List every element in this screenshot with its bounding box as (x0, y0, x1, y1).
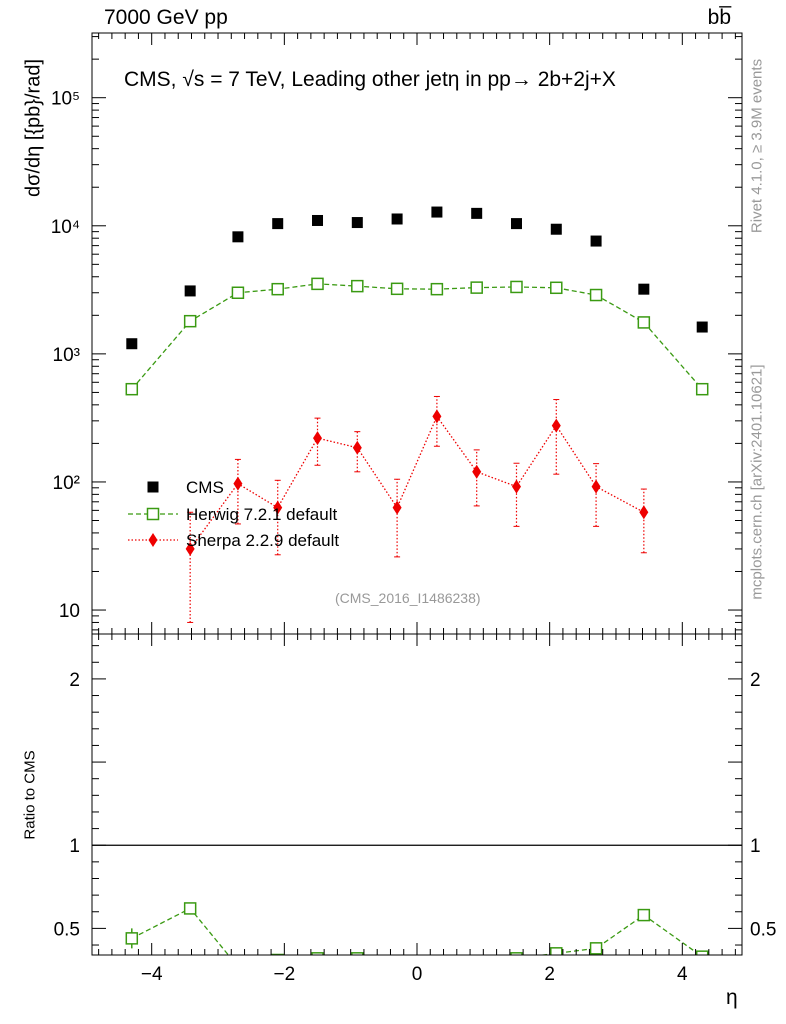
herwig-point (430, 282, 444, 296)
cms-point (126, 338, 138, 350)
cms-point (431, 206, 443, 218)
herwig-point (510, 280, 523, 294)
ratio-y-tick-label-right: 0.5 (750, 919, 776, 940)
legend-herwig-marker (146, 507, 160, 521)
cms-point (471, 207, 483, 219)
ratio-herwig-point (637, 908, 651, 922)
ratio-herwig-point (311, 952, 324, 955)
main-title: CMS, √s = 7 TeV, Leading other jetη in p… (124, 68, 616, 91)
legend-label: CMS (186, 478, 224, 497)
x-axis-label: η (726, 986, 738, 1009)
y-tick-label: 10 (59, 601, 80, 622)
sherpa-point (233, 476, 243, 491)
analysis-tag: (CMS_2016_I1486238) (335, 590, 481, 606)
ratio-herwig-point (183, 902, 197, 915)
ratio-herwig-point (695, 950, 709, 955)
cms-point (510, 218, 522, 230)
herwig-point (125, 382, 139, 396)
y-tick-label: 10³ (53, 345, 80, 366)
y-tick-label: 10² (53, 473, 80, 494)
herwig-point (390, 282, 404, 296)
ratio-herwig-point (351, 952, 364, 955)
sherpa-point (185, 541, 195, 556)
sherpa-line (189, 415, 645, 550)
ratio-herwig-point (589, 942, 603, 955)
sherpa-point (511, 479, 521, 494)
ratio-y-label: Ratio to CMS (21, 750, 39, 840)
rivet-label: Rivet 4.1.0, ≥ 3.9M events (748, 58, 766, 234)
ratio-herwig-point (550, 947, 563, 955)
legend-sherpa-marker (148, 533, 158, 547)
sherpa-point (273, 500, 283, 515)
herwig-point (470, 281, 483, 294)
sherpa-point (432, 409, 442, 424)
herwig-point (637, 316, 651, 329)
cms-point (232, 231, 244, 243)
x-tick-label: −4 (141, 964, 163, 985)
header-left: 7000 GeV pp (104, 6, 228, 29)
x-tick-label: 2 (544, 964, 555, 985)
sherpa-point (392, 500, 402, 515)
ratio-herwig-point (431, 964, 442, 975)
mcplots-label: mcplots.cern.ch [arXiv:2401.10621] (748, 364, 766, 600)
herwig-point (271, 282, 284, 296)
herwig-point (550, 281, 563, 295)
ratio-y-tick-label: 2 (69, 670, 80, 691)
y-tick-label: 10⁴ (51, 217, 80, 238)
ratio-y-tick-label-right: 2 (750, 670, 761, 691)
sherpa-point (313, 431, 323, 446)
y-tick-label: 10⁵ (51, 89, 80, 110)
ratio-herwig-line (131, 907, 701, 955)
ratio-herwig-point (471, 962, 482, 973)
sherpa-point (591, 479, 601, 494)
ratio-y-tick-label: 1 (69, 836, 80, 857)
cms-point (312, 214, 324, 226)
x-tick-label: −2 (274, 964, 296, 985)
herwig-point (183, 314, 197, 328)
cms-point (184, 285, 196, 297)
cms-point (638, 283, 650, 295)
x-tick-label: 0 (412, 964, 423, 985)
legend: CMS Herwig 7.2.1 default Sherpa 2.2.9 defa… (128, 478, 339, 550)
cms-point (550, 223, 562, 235)
ratio-y-tick-label-right: 1 (750, 836, 761, 857)
main-y-label: dσ/dη [{pb}/rad] (22, 58, 45, 198)
legend-label: Herwig 7.2.1 default (186, 505, 337, 524)
ratio-herwig-point (510, 952, 523, 955)
cms-point (696, 321, 708, 333)
ratio-herwig-point (125, 932, 139, 945)
herwig-point (695, 382, 709, 396)
legend-cms-marker (147, 481, 159, 493)
legend-label: Sherpa 2.2.9 default (186, 531, 339, 550)
herwig-line (131, 283, 703, 390)
ratio-y-tick-label: 0.5 (54, 919, 80, 940)
herwig-point (231, 286, 245, 300)
sherpa-point (472, 464, 482, 479)
ratio-herwig-point (232, 961, 243, 972)
sherpa-point (551, 418, 561, 433)
herwig-point (311, 277, 324, 291)
cms-point (590, 235, 602, 247)
ratio-herwig-point (392, 959, 403, 970)
cms-point (391, 213, 403, 225)
herwig-point (351, 279, 364, 293)
herwig-point (589, 288, 603, 302)
sherpa-point (639, 505, 649, 520)
cms-point (272, 218, 284, 230)
x-tick-label: 4 (677, 964, 688, 985)
sherpa-point (352, 440, 362, 455)
cms-point (351, 217, 363, 229)
header-right: bb̅ (707, 6, 731, 29)
